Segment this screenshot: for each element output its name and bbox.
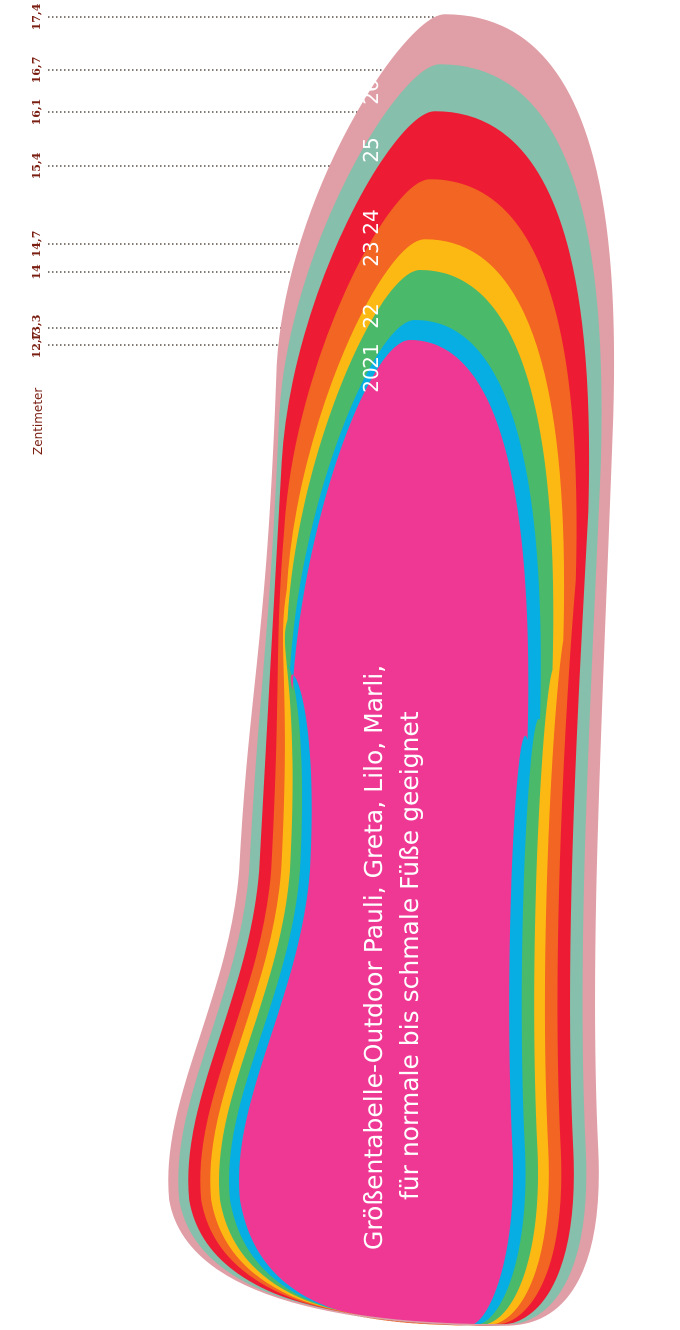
size-label-21: 21 (359, 343, 383, 368)
measure-label: 15,4 (30, 152, 43, 179)
unit-label: Zentimeter (31, 388, 45, 455)
size-label-26: 26 (359, 79, 383, 104)
size-label-23: 23 (359, 241, 383, 266)
measure-label: 14,7 (30, 231, 43, 258)
size-label-25: 25 (359, 137, 383, 162)
size-label-20: 20 (359, 367, 383, 392)
measure-label: 17,4 (30, 3, 43, 30)
sole-outlines (168, 14, 615, 1326)
sole-outline-27 (168, 14, 615, 1326)
sole-size-20 (239, 340, 529, 1325)
size-label-24: 24 (359, 209, 383, 234)
measurement-labels: 12,713,3 14 14,7 15,4 16,1 16,7 17,4 (30, 3, 43, 358)
measure-label: 14 (30, 264, 43, 280)
measure-label: 12,7 (30, 332, 43, 359)
measure-label: 16,1 (30, 99, 43, 126)
measure-label: 16,7 (30, 57, 43, 84)
measure-label: 13,3 (30, 315, 43, 342)
size-label-27: 27 (359, 31, 383, 56)
chart-title-line-2: für normale bis schmale Füße geeignet (395, 711, 424, 1200)
size-label-22: 22 (359, 303, 383, 328)
chart-title-line-1: Größentabelle-Outdoor Pauli, Greta, Lilo… (359, 665, 388, 1250)
